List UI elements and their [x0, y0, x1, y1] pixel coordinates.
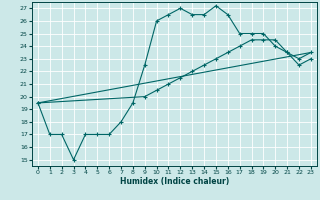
- X-axis label: Humidex (Indice chaleur): Humidex (Indice chaleur): [120, 177, 229, 186]
